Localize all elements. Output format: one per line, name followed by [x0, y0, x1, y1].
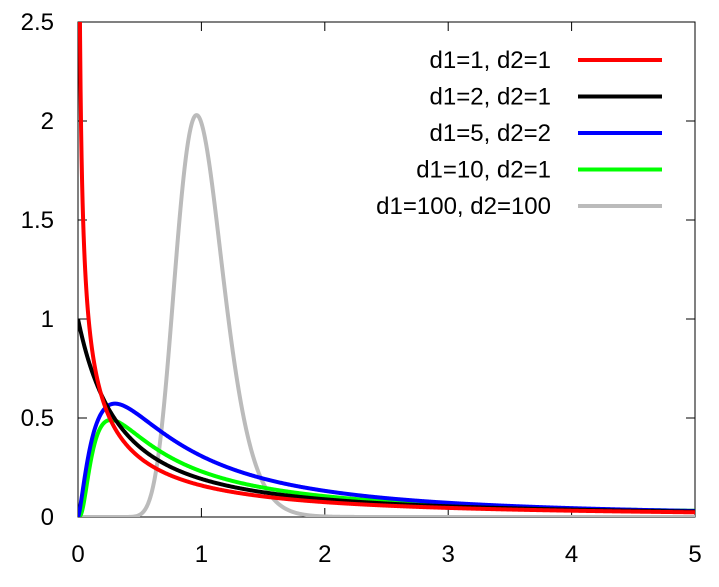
- series-line-2: [78, 401, 695, 517]
- y-tick-label: 2: [41, 108, 54, 135]
- x-tick-label: 3: [442, 541, 455, 568]
- legend-label-0: d1=1, d2=1: [430, 47, 551, 74]
- legend-label-3: d1=10, d2=1: [416, 157, 551, 184]
- legend-label-4: d1=100, d2=100: [376, 193, 551, 220]
- x-tick-label: 4: [565, 541, 578, 568]
- legend: d1=1, d2=1 d1=2, d2=1 d1=5, d2=2 d1=10, d2=…: [376, 47, 662, 220]
- y-tick-label: 0: [41, 504, 54, 531]
- legend-label-2: d1=5, d2=2: [430, 120, 551, 147]
- y-tick-label: 1: [41, 306, 54, 333]
- series-line-0: [78, 22, 695, 515]
- series-line-4: [78, 113, 695, 517]
- x-tick-label: 0: [71, 541, 84, 568]
- y-tick-label: 1.5: [21, 207, 54, 234]
- y-tick-label: 0.5: [21, 405, 54, 432]
- x-tick-label: 2: [318, 541, 331, 568]
- legend-label-1: d1=2, d2=1: [430, 84, 551, 111]
- x-tick-label: 1: [195, 541, 208, 568]
- y-tick-label: 2.5: [21, 9, 54, 36]
- series-curves: [78, 22, 695, 517]
- x-tick-label: 5: [688, 541, 701, 568]
